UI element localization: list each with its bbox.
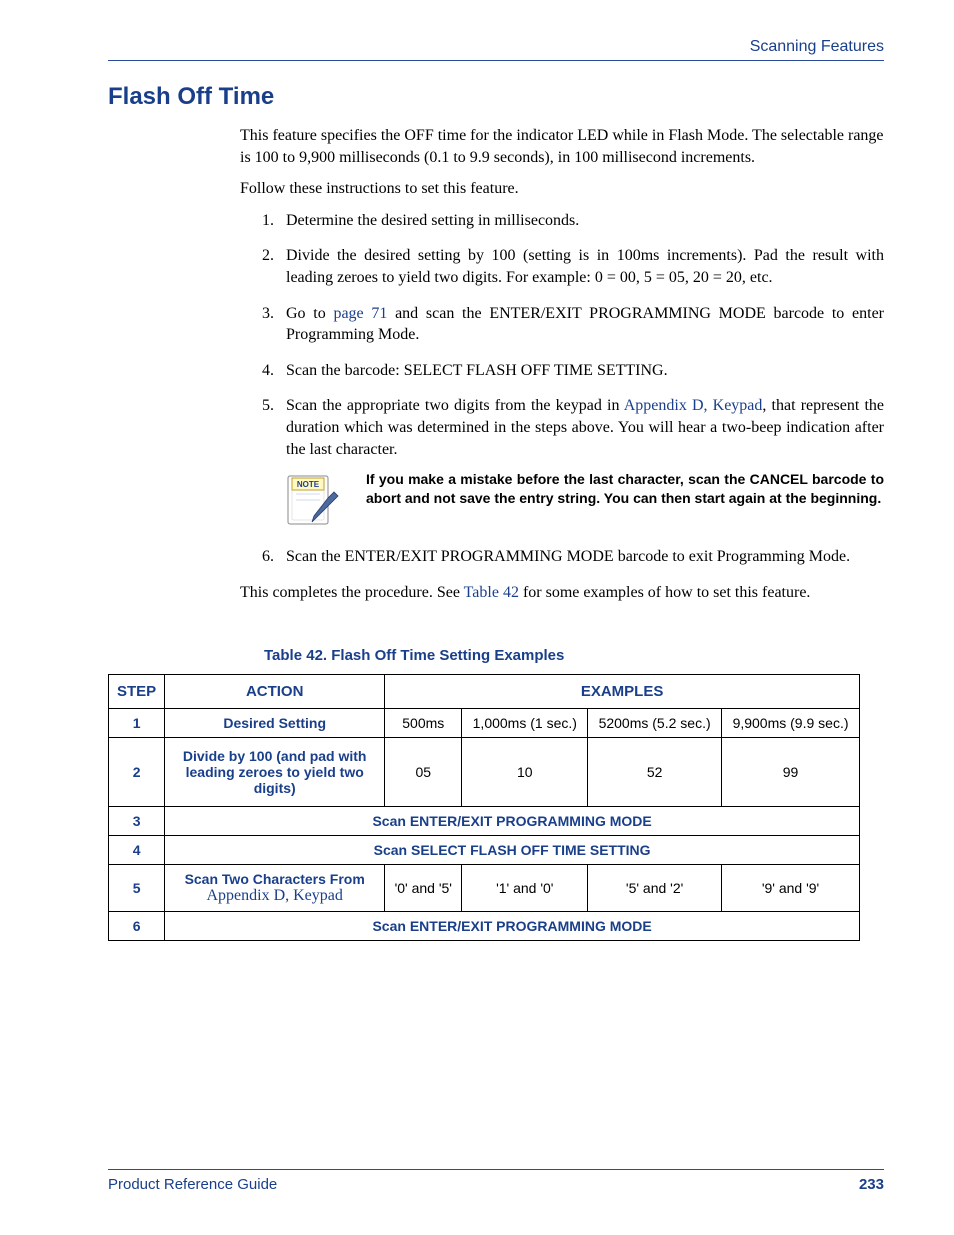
step-6: 6. Scan the ENTER/EXIT PROGRAMMING MODE b… [262,546,884,568]
col-step-header: STEP [109,675,165,709]
step3-pre: Go to [286,305,333,322]
step-2: 2. Divide the desired setting by 100 (set… [262,245,884,288]
step-number: 1. [262,210,274,232]
step-cell: 6 [109,912,165,941]
intro-paragraph: This feature specifies the OFF time for … [240,125,884,168]
completion-pre: This completes the procedure. See [240,584,464,601]
action-cell: Desired Setting [165,709,385,738]
appendix-d-link-table[interactable]: Appendix D, Keypad [206,887,342,904]
example-cell: 1,000ms (1 sec.) [462,709,588,738]
step-cell: 1 [109,709,165,738]
example-cell: 500ms [385,709,462,738]
page-footer: Product Reference Guide 233 [108,1169,884,1193]
span-cell: Scan SELECT FLASH OFF TIME SETTING [165,836,860,865]
example-cell: 5200ms (5.2 sec.) [588,709,722,738]
step-3: 3. Go to page 71 and scan the ENTER/EXIT… [262,303,884,346]
example-cell: '5' and '2' [588,865,722,912]
step-number: 2. [262,245,274,267]
table-row: 4 Scan SELECT FLASH OFF TIME SETTING [109,836,860,865]
note-text: If you make a mistake before the last ch… [366,470,884,508]
table-header-row: STEP ACTION EXAMPLES [109,675,860,709]
note-icon: NOTE [286,470,342,532]
step-cell: 5 [109,865,165,912]
step-number: 4. [262,360,274,382]
step-cell: 3 [109,807,165,836]
step-text: Determine the desired setting in millise… [286,212,579,229]
step-4: 4. Scan the barcode: SELECT FLASH OFF TIM… [262,360,884,382]
header-rule [108,60,884,61]
example-cell: 99 [722,738,860,807]
step-number: 6. [262,546,274,568]
example-cell: '1' and '0' [462,865,588,912]
action-bold: Scan Two Characters From [185,871,365,887]
page-71-link[interactable]: page 71 [333,305,387,322]
step-number: 3. [262,303,274,325]
span-cell: Scan ENTER/EXIT PROGRAMMING MODE [165,807,860,836]
table-caption: Table 42. Flash Off Time Setting Example… [264,647,884,664]
follow-paragraph: Follow these instructions to set this fe… [240,178,884,200]
table-row: 6 Scan ENTER/EXIT PROGRAMMING MODE [109,912,860,941]
example-cell: 10 [462,738,588,807]
footer-page-number: 233 [859,1176,884,1193]
svg-text:NOTE: NOTE [297,480,320,489]
span-cell: Scan ENTER/EXIT PROGRAMMING MODE [165,912,860,941]
action-cell: Scan Two Characters From Appendix D, Key… [165,865,385,912]
example-cell: 52 [588,738,722,807]
table-row: 1 Desired Setting 500ms 1,000ms (1 sec.)… [109,709,860,738]
completion-post: for some examples of how to set this fea… [519,584,810,601]
note-block: NOTE If you make a mistake before the la… [286,470,884,532]
table-row: 2 Divide by 100 (and pad with leading ze… [109,738,860,807]
example-cell: '0' and '5' [385,865,462,912]
table-42-link[interactable]: Table 42 [464,584,519,601]
table-row: 3 Scan ENTER/EXIT PROGRAMMING MODE [109,807,860,836]
step-text: Divide the desired setting by 100 (setti… [286,247,884,286]
col-action-header: ACTION [165,675,385,709]
instruction-list: 1. Determine the desired setting in milli… [262,210,884,568]
step-cell: 2 [109,738,165,807]
step-cell: 4 [109,836,165,865]
step-text: Scan the barcode: SELECT FLASH OFF TIME … [286,362,668,379]
example-cell: 05 [385,738,462,807]
completion-paragraph: This completes the procedure. See Table … [240,582,884,604]
body-content: This feature specifies the OFF time for … [240,125,884,603]
step-1: 1. Determine the desired setting in milli… [262,210,884,232]
step5-pre: Scan the appropriate two digits from the… [286,397,624,414]
footer-doc-title: Product Reference Guide [108,1176,277,1193]
step-text: Scan the ENTER/EXIT PROGRAMMING MODE bar… [286,548,850,565]
step-5: 5. Scan the appropriate two digits from … [262,395,884,532]
table-row: 5 Scan Two Characters From Appendix D, K… [109,865,860,912]
example-cell: 9,900ms (9.9 sec.) [722,709,860,738]
header-section-title: Scanning Features [108,38,884,56]
step-number: 5. [262,395,274,417]
appendix-d-link[interactable]: Appendix D, Keypad [624,397,763,414]
page-title: Flash Off Time [108,83,884,111]
action-cell: Divide by 100 (and pad with leading zero… [165,738,385,807]
example-cell: '9' and '9' [722,865,860,912]
examples-table: STEP ACTION EXAMPLES 1 Desired Setting 5… [108,674,860,941]
step-text: Scan the appropriate two digits from the… [286,397,884,457]
col-examples-header: EXAMPLES [385,675,860,709]
step-text: Go to page 71 and scan the ENTER/EXIT PR… [286,305,884,344]
